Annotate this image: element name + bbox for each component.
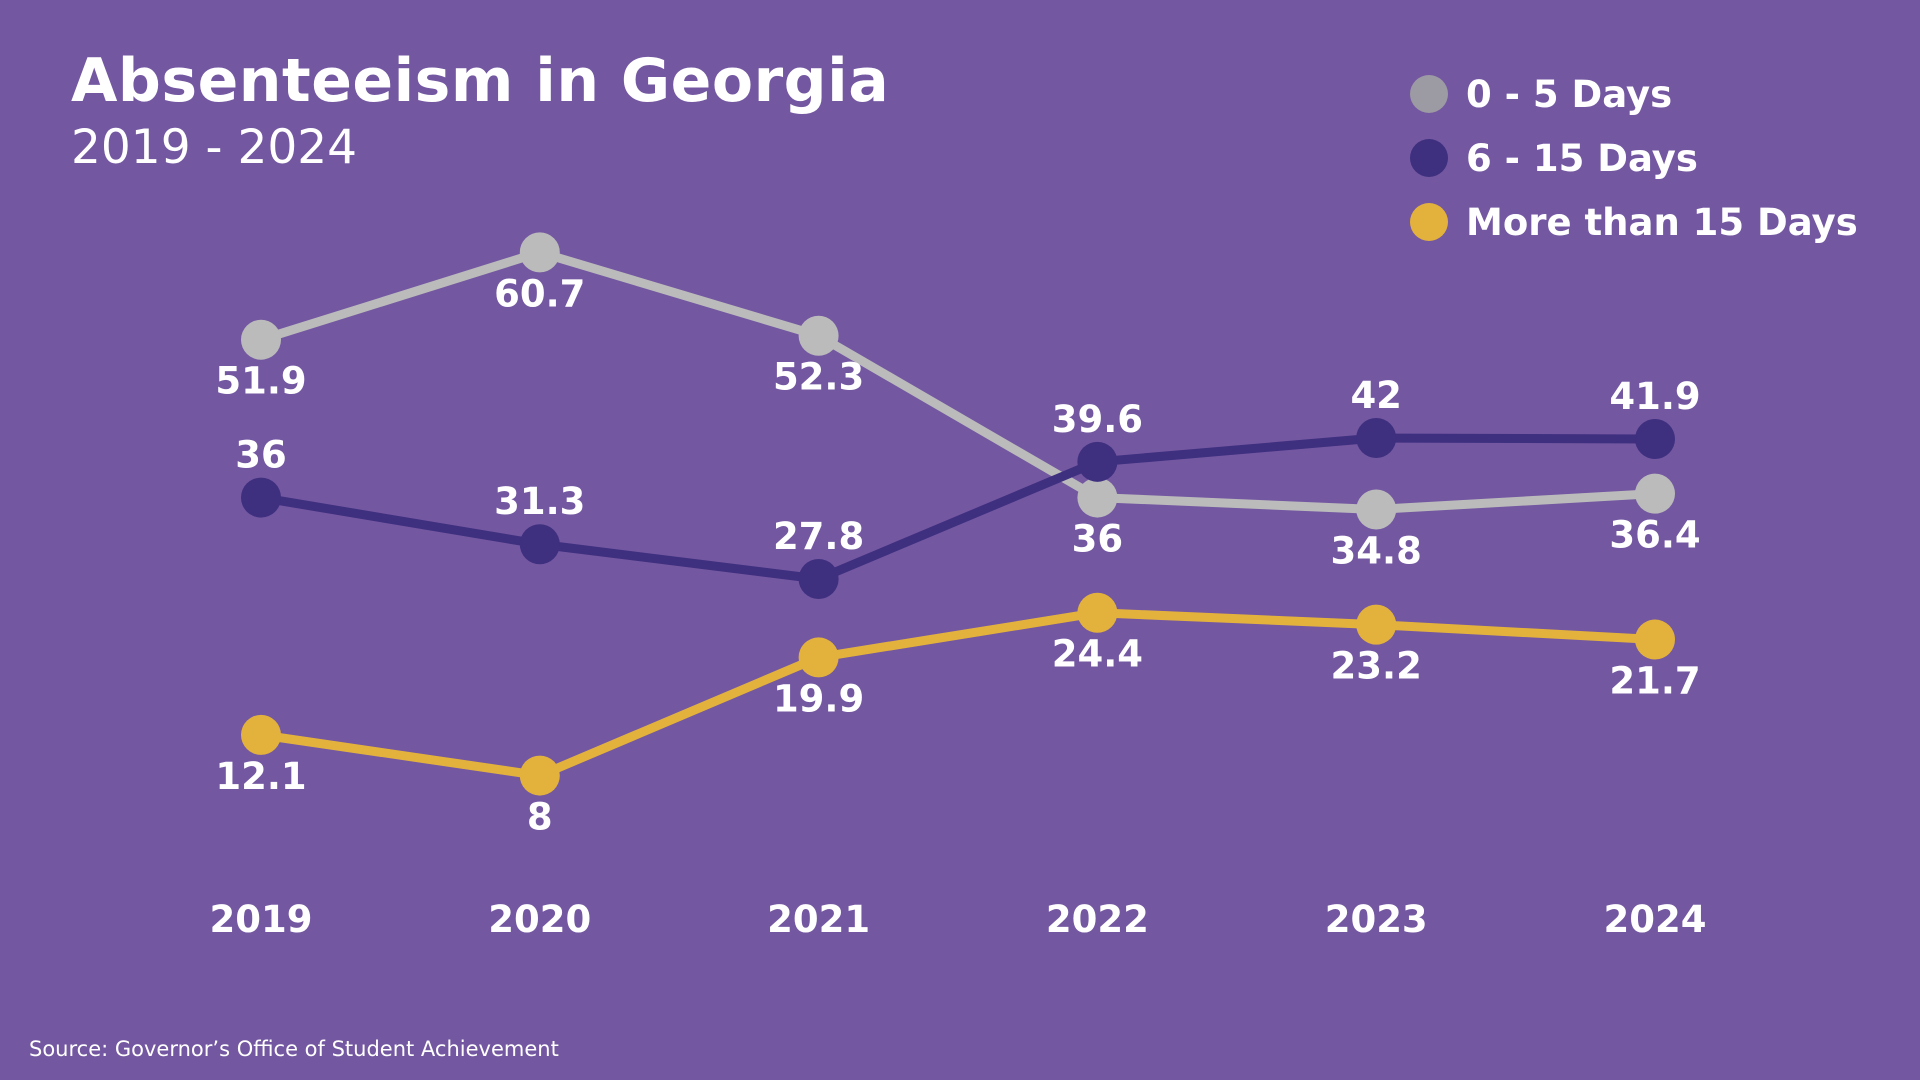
x-tick-label-2024: 2024 <box>1604 898 1707 941</box>
data-label-0-5-days-2024: 36.4 <box>1609 514 1700 557</box>
data-label-0-5-days-2020: 60.7 <box>494 272 585 315</box>
data-label-more-than-15-days-2023: 23.2 <box>1331 645 1422 688</box>
chart-subtitle: 2019 - 2024 <box>71 120 358 175</box>
data-point-more-than-15-days-2022 <box>1077 592 1118 633</box>
data-point-more-than-15-days-2020 <box>519 755 560 796</box>
legend-swatch-0-5-days <box>1410 75 1448 113</box>
data-point-6-15-days-2020 <box>519 524 560 565</box>
data-point-0-5-days-2021 <box>798 315 839 356</box>
legend-swatch-6-15-days <box>1410 139 1448 177</box>
legend-item-6-15-days: 6 - 15 Days <box>1410 126 1890 190</box>
chart-legend: 0 - 5 Days 6 - 15 Days More than 15 Days <box>1410 62 1890 254</box>
data-label-0-5-days-2022: 36 <box>1072 518 1124 561</box>
data-point-0-5-days-2023 <box>1356 489 1397 530</box>
legend-swatch-more-than-15-days <box>1410 203 1448 241</box>
series-line-6-15-days <box>256 433 1660 584</box>
data-label-0-5-days-2023: 34.8 <box>1331 529 1422 572</box>
x-tick-label-2019: 2019 <box>210 898 313 941</box>
data-point-0-5-days-2024 <box>1635 473 1675 514</box>
data-label-0-5-days-2019: 51.9 <box>215 360 306 403</box>
x-tick-label-2020: 2020 <box>488 898 591 941</box>
data-label-6-15-days-2019: 36 <box>235 434 287 477</box>
data-label-6-15-days-2023: 42 <box>1350 374 1402 417</box>
data-point-more-than-15-days-2019 <box>241 714 281 755</box>
data-point-6-15-days-2024 <box>1635 418 1675 459</box>
data-point-6-15-days-2022 <box>1077 441 1118 482</box>
data-label-more-than-15-days-2022: 24.4 <box>1052 633 1143 676</box>
source-note: Source: Governor’s Office of Student Ach… <box>29 1037 559 1061</box>
legend-item-more-than-15-days: More than 15 Days <box>1410 190 1890 254</box>
data-point-0-5-days-2020 <box>519 232 560 273</box>
data-point-0-5-days-2019 <box>241 319 281 360</box>
data-label-6-15-days-2024: 41.9 <box>1609 375 1700 418</box>
data-point-more-than-15-days-2024 <box>1635 619 1675 660</box>
chart-title: Absenteeism in Georgia <box>71 46 890 116</box>
data-point-0-5-days-2022 <box>1077 477 1118 518</box>
data-label-more-than-15-days-2020: 8 <box>527 796 553 839</box>
legend-label-6-15-days: 6 - 15 Days <box>1466 136 1698 180</box>
legend-item-0-5-days: 0 - 5 Days <box>1410 62 1890 126</box>
data-label-0-5-days-2021: 52.3 <box>773 356 864 399</box>
data-label-more-than-15-days-2019: 12.1 <box>215 755 306 798</box>
data-point-more-than-15-days-2021 <box>798 637 839 678</box>
series-line-0-5-days <box>256 247 1660 514</box>
legend-label-more-than-15-days: More than 15 Days <box>1466 200 1858 244</box>
x-tick-label-2023: 2023 <box>1325 898 1428 941</box>
data-point-6-15-days-2023 <box>1356 418 1397 458</box>
data-label-6-15-days-2022: 39.6 <box>1052 398 1143 441</box>
data-point-more-than-15-days-2023 <box>1356 604 1397 645</box>
data-label-more-than-15-days-2021: 19.9 <box>773 677 864 720</box>
x-tick-label-2021: 2021 <box>767 898 870 941</box>
series-line-more-than-15-days <box>256 608 1660 781</box>
data-label-6-15-days-2020: 31.3 <box>494 480 585 523</box>
data-label-more-than-15-days-2024: 21.7 <box>1609 660 1700 703</box>
data-point-6-15-days-2021 <box>798 558 839 599</box>
x-tick-label-2022: 2022 <box>1046 898 1149 941</box>
data-label-6-15-days-2021: 27.8 <box>773 515 864 558</box>
data-point-6-15-days-2019 <box>241 477 281 518</box>
legend-label-0-5-days: 0 - 5 Days <box>1466 72 1673 116</box>
